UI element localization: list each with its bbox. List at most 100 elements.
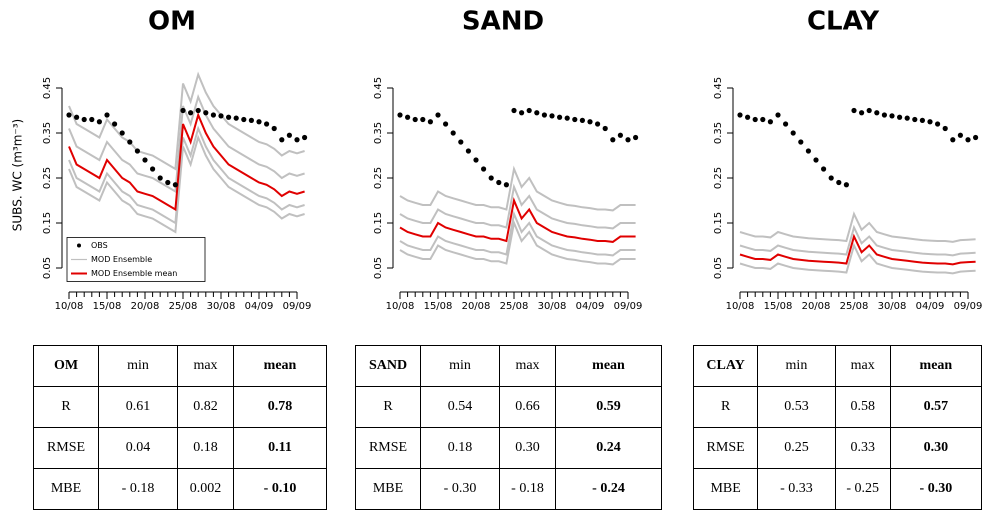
y-tick-label: 0.35 (713, 122, 724, 144)
obs-point (957, 132, 964, 138)
obs-point (188, 110, 194, 116)
x-tick-label: 10/08 (55, 301, 84, 312)
obs-point (534, 110, 540, 116)
table-cell: 0.66 (499, 386, 556, 428)
obs-point (264, 121, 270, 127)
obs-point (549, 113, 555, 119)
ensemble-line (68, 71, 305, 171)
x-tick-label: 20/08 (131, 301, 160, 312)
y-tick-label: 0.45 (42, 77, 53, 99)
legend-symbol (77, 243, 81, 248)
table-cell: mean (555, 345, 662, 387)
y-tick-label: 0.05 (373, 257, 384, 279)
y-tick-label: 0.35 (42, 122, 53, 144)
obs-point (74, 114, 80, 120)
stats-table: CLAY min max mean R 0.53 0.58 0.57 RMSE 0.25 0.33 0… (692, 345, 982, 510)
table-cell: 0.33 (834, 427, 891, 469)
obs-point (420, 116, 426, 123)
obs-point (790, 130, 796, 136)
ensemble-line (739, 242, 976, 275)
obs-point (625, 137, 631, 143)
obs-point (904, 115, 910, 121)
obs-point (165, 179, 171, 186)
obs-point (279, 137, 285, 143)
obs-point (767, 119, 774, 125)
table-cell: max (177, 345, 234, 387)
table-cell: 0.04 (98, 427, 178, 469)
table-row: CLAY min max mean (692, 345, 982, 387)
table-cell: RMSE (33, 427, 99, 469)
table-row: RMSE 0.04 0.18 0.11 (33, 427, 327, 469)
legend-label: OBS (91, 241, 108, 250)
obs-point (218, 113, 224, 119)
obs-point (405, 114, 411, 120)
stats-table: OM min max mean R 0.61 0.82 0.78 RMSE 0.04 0.18 0.1… (33, 345, 327, 510)
obs-point (805, 148, 812, 154)
table-cell: mean (889, 345, 982, 387)
x-tick-label: 20/08 (462, 301, 491, 312)
table-cell: max (834, 345, 891, 387)
table-row: RMSE 0.25 0.33 0.30 (692, 427, 982, 469)
legend-label: MOD Ensemble (91, 255, 152, 264)
figure: OM SUBS. WC (m³m⁻³) 0.05 0.15 0.25 0.35 0.45 10… (11, 7, 982, 313)
obs-point (889, 113, 895, 119)
y-tick-label: 0.05 (42, 257, 53, 279)
obs-point (633, 134, 639, 141)
table-cell: CLAY (692, 345, 759, 387)
obs-point (973, 134, 979, 141)
obs-point (813, 157, 819, 163)
ensemble-line (739, 224, 976, 257)
x-tick-label: 15/08 (764, 301, 793, 312)
table-row: MBE - 0.30- 0.18- 0.24 (355, 468, 662, 510)
table-cell: 0.11 (233, 427, 327, 469)
y-tick-label: 0.45 (713, 77, 724, 99)
obs-point (602, 125, 608, 132)
x-tick-label: 09/09 (283, 301, 312, 312)
table-cell: 0.78 (233, 386, 327, 428)
x-tick-label: 09/09 (614, 301, 643, 312)
obs-point (881, 112, 888, 118)
table-cell: min (757, 345, 836, 387)
obs-point (942, 125, 948, 132)
obs-point (617, 132, 624, 138)
legend-label: MOD Ensemble mean (91, 269, 177, 278)
obs-point (172, 182, 178, 188)
chart-title: CLAY (807, 7, 880, 37)
obs-point (511, 107, 517, 114)
obs-point (752, 116, 758, 123)
ensemble-line (399, 183, 636, 230)
ensemble-line (739, 211, 976, 243)
x-tick-label: 30/08 (207, 301, 236, 312)
obs-point (519, 110, 525, 116)
y-tick-label: 0.25 (373, 167, 384, 189)
obs-point (180, 107, 186, 114)
obs-point (233, 115, 239, 121)
table-cell: MBE (692, 468, 759, 510)
x-tick-label: 09/09 (954, 301, 982, 312)
table-cell: 0.002 (177, 468, 234, 510)
y-tick-label: 0.15 (373, 212, 384, 234)
obs-point (112, 121, 118, 127)
table-cell: 0.61 (98, 386, 178, 428)
table-cell: MBE (355, 468, 421, 510)
table-cell: R (33, 386, 99, 428)
table-cell: - 0.18 (499, 468, 556, 510)
table-cell: 0.18 (177, 427, 234, 469)
table-row: R 0.54 0.66 0.59 (355, 386, 662, 428)
mean-line (739, 233, 976, 266)
table-cell: 0.30 (499, 427, 556, 469)
obs-point (66, 112, 72, 118)
obs-point (134, 148, 140, 154)
y-tick-label: 0.35 (373, 122, 384, 144)
table-cell: - 0.33 (757, 468, 836, 510)
obs-point (458, 139, 464, 145)
y-axis-label: SUBS. WC (m³m⁻³) (11, 119, 25, 231)
obs-point (579, 117, 586, 123)
table-cell: R (692, 386, 759, 428)
obs-point (443, 121, 449, 127)
x-tick-label: 20/08 (802, 301, 831, 312)
x-tick-label: 15/08 (93, 301, 122, 312)
obs-point (950, 137, 956, 143)
table-cell: OM (33, 345, 99, 387)
ensemble-line (399, 165, 636, 212)
